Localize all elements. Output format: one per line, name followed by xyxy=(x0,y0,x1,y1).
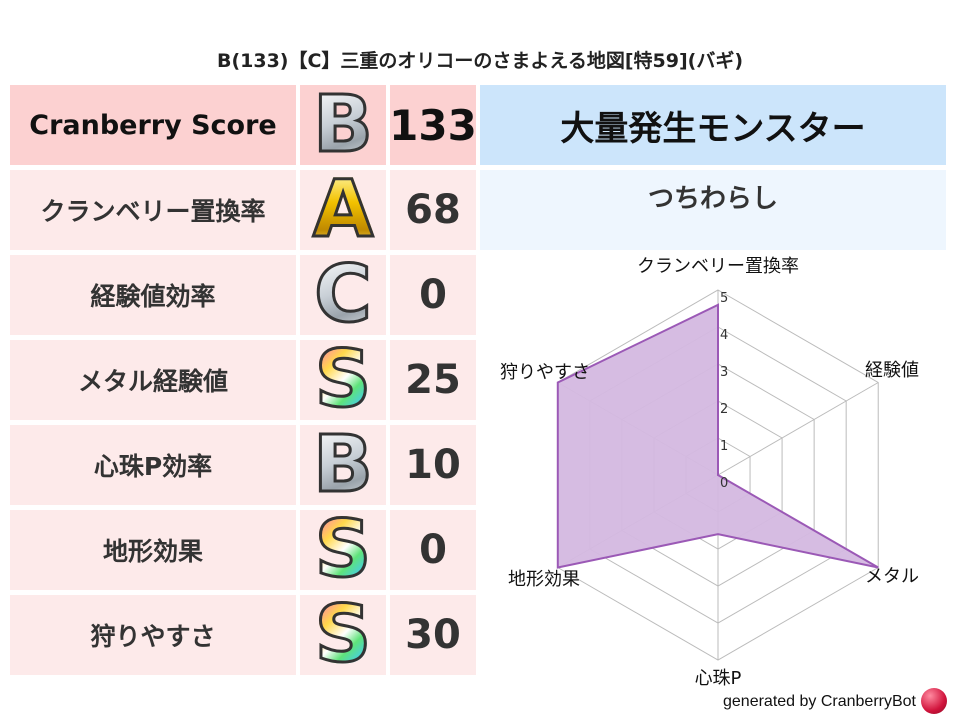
grade-badge: B xyxy=(312,425,374,505)
monster-name: つちわらし xyxy=(480,170,946,250)
monster-header: 大量発生モンスター xyxy=(480,85,946,165)
grade-cell: C xyxy=(300,255,386,335)
score-value: 30 xyxy=(390,595,476,675)
data-series-area xyxy=(556,303,879,569)
tick-label: 2 xyxy=(720,402,728,417)
grade-cell: B xyxy=(300,425,386,505)
axis-label: 狩りやすさ xyxy=(500,362,590,383)
score-label: Cranberry Score xyxy=(10,85,296,165)
grid-spoke xyxy=(717,382,879,476)
score-label: 地形効果 xyxy=(10,510,296,590)
score-value: 25 xyxy=(390,340,476,420)
grade-cell: S xyxy=(300,595,386,675)
axis-label: 地形効果 xyxy=(508,569,580,590)
score-label: 経験値効率 xyxy=(10,255,296,335)
score-value: 133 xyxy=(390,85,476,165)
cranberry-bot-logo-icon xyxy=(921,688,947,714)
grade-badge: S xyxy=(313,340,372,420)
score-label: 心珠P効率 xyxy=(10,425,296,505)
footer-credit: generated by CranberryBot xyxy=(723,693,916,710)
grade-badge: C xyxy=(313,255,373,335)
score-label: クランベリー置換率 xyxy=(10,170,296,250)
tick-label: 0 xyxy=(720,476,728,491)
score-value: 10 xyxy=(390,425,476,505)
grade-badge: A xyxy=(311,170,374,250)
grade-cell: B xyxy=(300,85,386,165)
axis-label: 経験値 xyxy=(865,360,919,381)
score-value: 0 xyxy=(390,510,476,590)
page-title: B(133)【C】三重のオリコーのさまよえる地図[特59](バギ) xyxy=(216,50,744,72)
grade-cell: A xyxy=(300,170,386,250)
score-value: 0 xyxy=(390,255,476,335)
grade-badge: S xyxy=(313,595,372,675)
tick-label: 1 xyxy=(720,439,728,454)
score-label: メタル経験値 xyxy=(10,340,296,420)
tick-label: 4 xyxy=(720,328,728,343)
tick-label: 3 xyxy=(720,365,728,380)
grade-badge: S xyxy=(313,510,372,590)
axis-label: 心珠P xyxy=(695,668,742,689)
score-value: 68 xyxy=(390,170,476,250)
grade-badge: B xyxy=(312,85,374,165)
axis-label: クランベリー置換率 xyxy=(637,256,799,277)
axis-label: メタル xyxy=(865,566,919,587)
score-label: 狩りやすさ xyxy=(10,595,296,675)
grade-cell: S xyxy=(300,510,386,590)
grade-cell: S xyxy=(300,340,386,420)
tick-label: 5 xyxy=(720,291,728,306)
